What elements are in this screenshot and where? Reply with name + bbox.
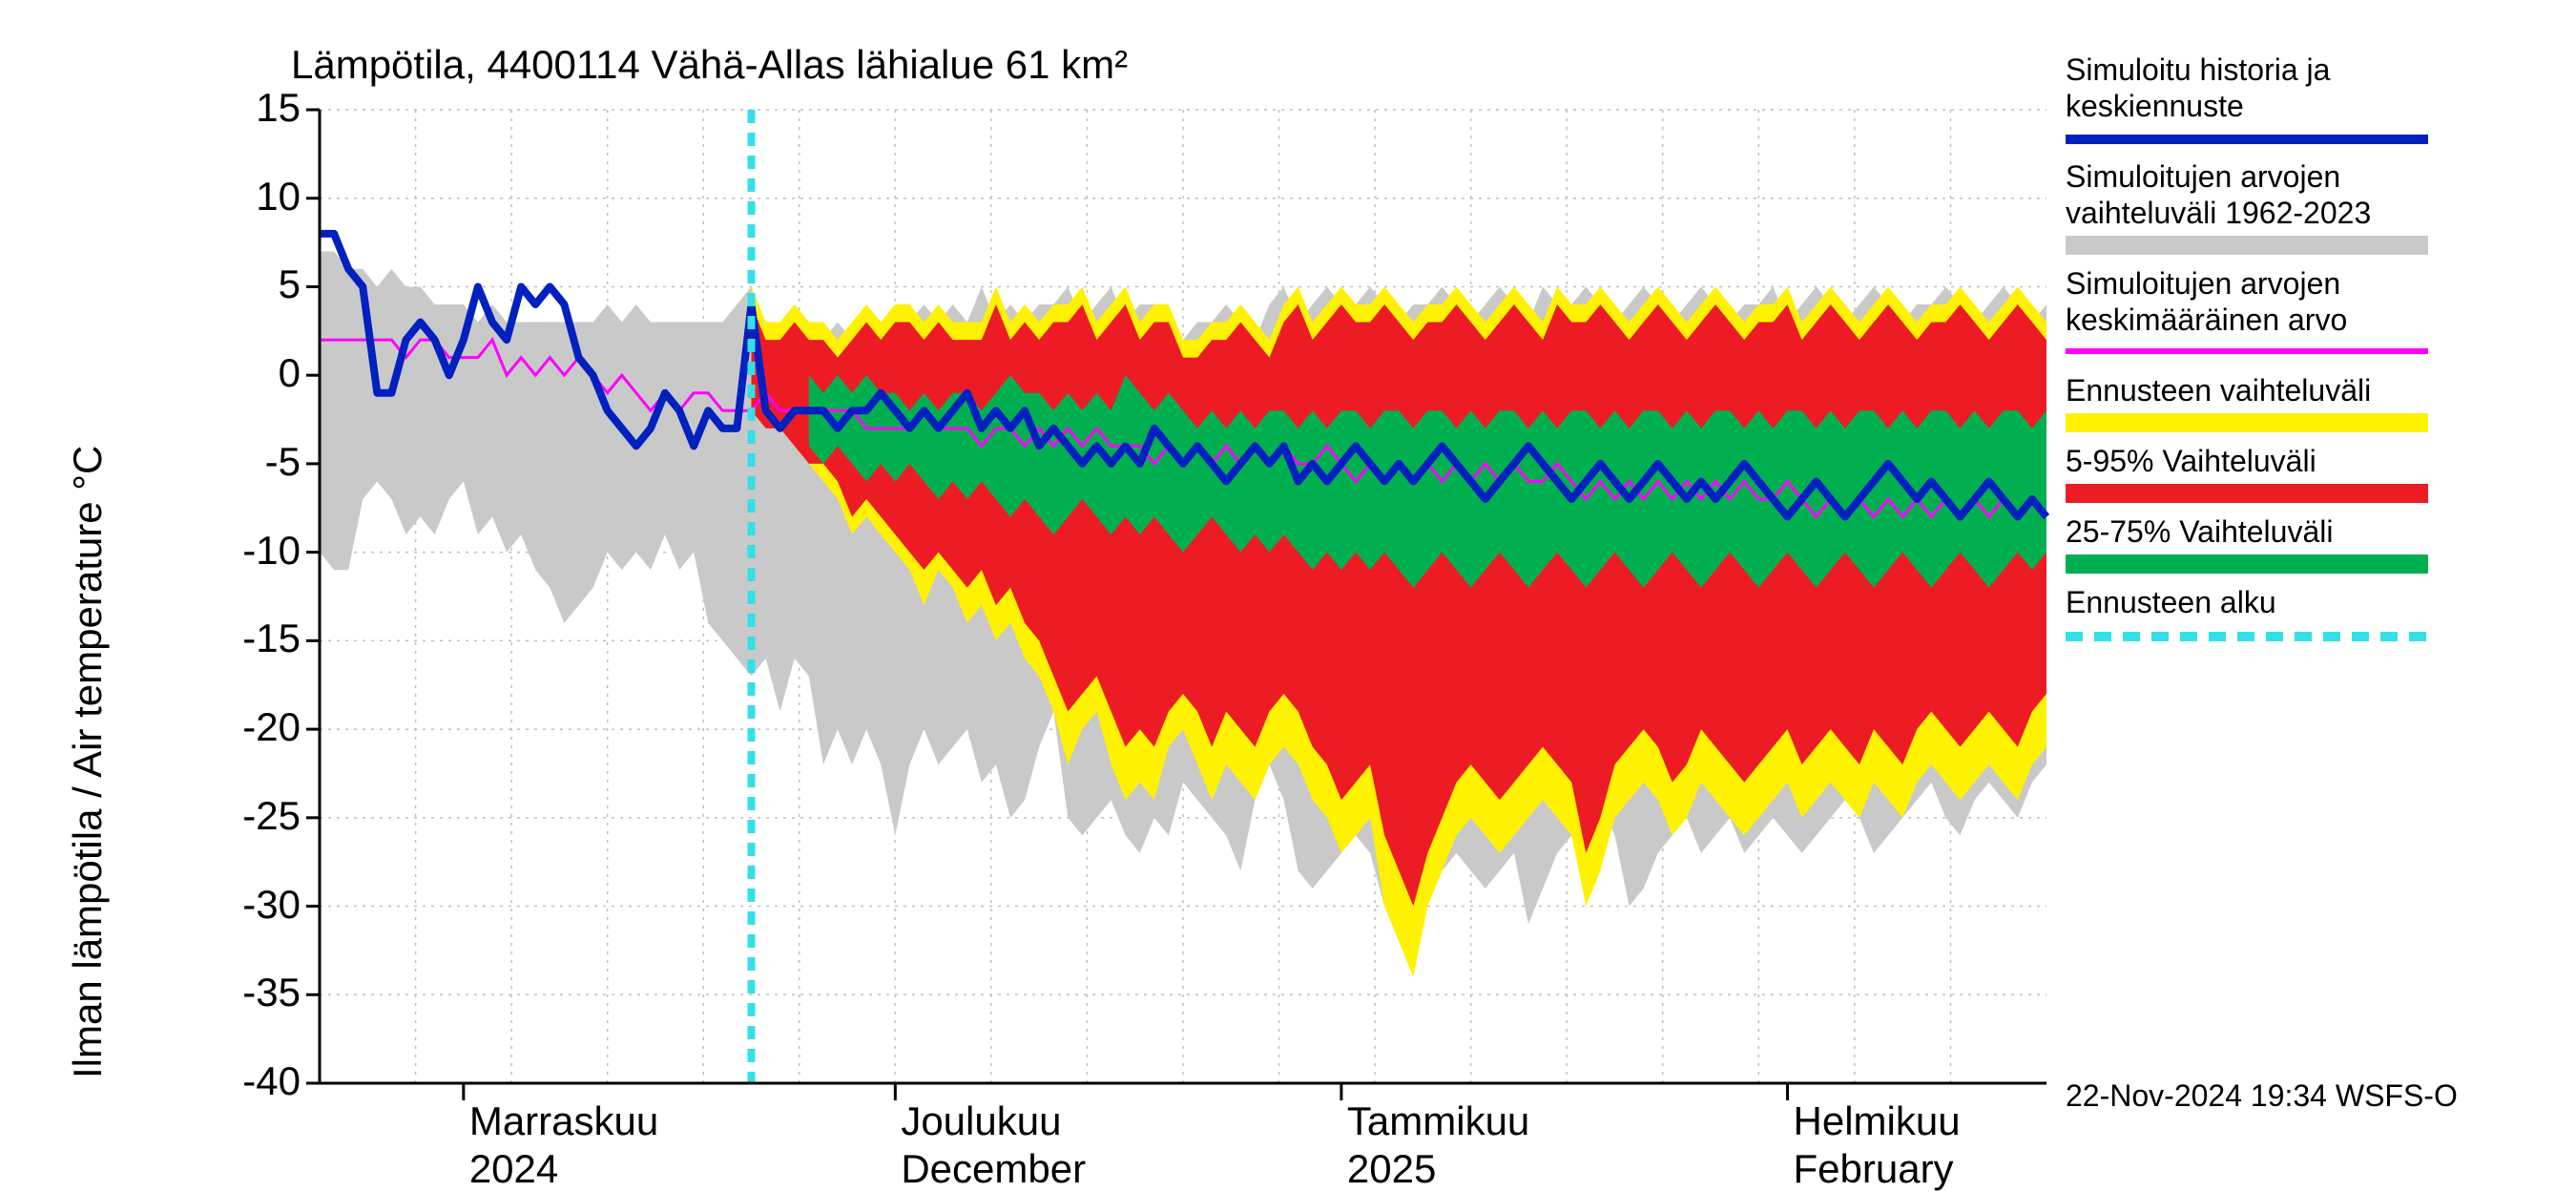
y-tick-label: -5 <box>186 439 301 485</box>
legend-item: Simuloitu historia ja keskiennuste <box>2066 52 2524 144</box>
x-tick-label-top: Tammikuu <box>1347 1098 1529 1144</box>
y-tick-label: -35 <box>186 970 301 1015</box>
legend-item: Simuloitujen arvojen keskimääräinen arvo <box>2066 266 2524 354</box>
legend-swatch <box>2066 413 2428 432</box>
y-tick-label: -10 <box>186 528 301 574</box>
legend-label: 25-75% Vaihteluväli <box>2066 514 2524 551</box>
legend-line <box>2066 135 2428 144</box>
x-tick-label-bottom: December <box>901 1146 1086 1192</box>
x-tick-label-top: Marraskuu <box>469 1098 658 1144</box>
legend-dashline <box>2066 627 2428 646</box>
legend-label: Simuloitu historia ja keskiennuste <box>2066 52 2524 125</box>
legend-line <box>2066 348 2428 354</box>
x-tick-label-bottom: 2025 <box>1347 1146 1436 1192</box>
y-tick-label: -20 <box>186 704 301 750</box>
legend-swatch <box>2066 484 2428 503</box>
legend-swatch <box>2066 554 2428 574</box>
x-tick-label-top: Joulukuu <box>901 1098 1061 1144</box>
x-tick-label-bottom: February <box>1794 1146 1954 1192</box>
plot-area <box>320 110 2046 1083</box>
chart-container: Lämpötila, 4400114 Vähä-Allas lähialue 6… <box>0 0 2576 1145</box>
y-tick-label: 5 <box>186 261 301 307</box>
y-axis-label: Ilman lämpötila / Air temperature °C <box>65 446 111 1078</box>
chart-title: Lämpötila, 4400114 Vähä-Allas lähialue 6… <box>291 42 1128 88</box>
legend-label: Simuloitujen arvojen keskimääräinen arvo <box>2066 266 2524 339</box>
legend-swatch <box>2066 236 2428 255</box>
y-tick-label: 0 <box>186 350 301 396</box>
legend-item: 25-75% Vaihteluväli <box>2066 514 2524 574</box>
y-tick-label: 15 <box>186 85 301 131</box>
x-tick-label-bottom: 2024 <box>469 1146 558 1192</box>
x-tick-label-top: Helmikuu <box>1794 1098 1961 1144</box>
legend-label: 5-95% Vaihteluväli <box>2066 444 2524 480</box>
legend-item: 5-95% Vaihteluväli <box>2066 444 2524 503</box>
y-tick-label: -30 <box>186 882 301 928</box>
timestamp-label: 22-Nov-2024 19:34 WSFS-O <box>2066 1078 2458 1114</box>
legend-item: Ennusteen alku <box>2066 585 2524 651</box>
y-tick-label: -15 <box>186 616 301 661</box>
y-tick-label: -40 <box>186 1058 301 1104</box>
legend-label: Ennusteen alku <box>2066 585 2524 621</box>
legend-label: Simuloitujen arvojen vaihteluväli 1962-2… <box>2066 159 2524 232</box>
legend-label: Ennusteen vaihteluväli <box>2066 373 2524 409</box>
legend-item: Simuloitujen arvojen vaihteluväli 1962-2… <box>2066 159 2524 255</box>
y-tick-label: -25 <box>186 793 301 839</box>
y-tick-label: 10 <box>186 174 301 220</box>
legend-item: Ennusteen vaihteluväli <box>2066 373 2524 432</box>
